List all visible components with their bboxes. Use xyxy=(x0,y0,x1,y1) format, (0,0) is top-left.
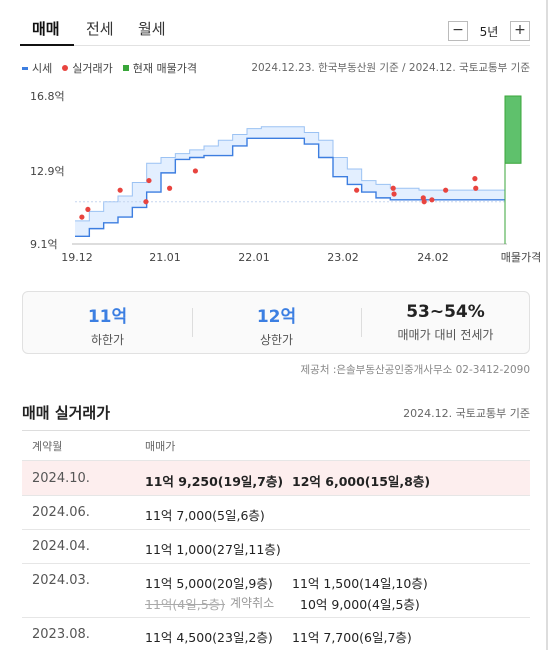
table-row[interactable]: 2024.04. 11억 1,000(27일,11층) xyxy=(22,529,530,563)
real-trade-point xyxy=(391,191,397,197)
listing-price-bar xyxy=(504,95,522,164)
deal-price: 11억 1,000(27일,11층) xyxy=(145,542,281,557)
table-header: 계약월 매매가 xyxy=(22,430,530,460)
legend-label-market-price: 시세 xyxy=(32,62,53,75)
real-trade-point xyxy=(167,185,173,191)
chart-source-note: 2024.12.23. 한국부동산원 기준 / 2024.12. 국토교통부 기… xyxy=(251,62,530,74)
real-trade-point xyxy=(443,187,449,193)
deal-price: 11억 1,500(14일,10층) xyxy=(292,576,428,591)
period-decrease-button[interactable]: − xyxy=(448,21,468,41)
summary-upper-price: 12억 상한가 xyxy=(192,292,361,353)
x-tick-label: 23.02 xyxy=(327,251,359,264)
x-tick-label: 24.02 xyxy=(417,251,449,264)
legend-item-listing-price: 현재 매물가격 xyxy=(122,60,197,76)
chart-legend: 시세 실거래가 현재 매물가격 xyxy=(22,60,207,76)
lower-price-label: 하한가 xyxy=(90,333,125,347)
real-trade-point xyxy=(79,214,85,220)
price-summary-box: 11억 하한가 12억 상한가 53~54% 매매가 대비 전세가 xyxy=(22,291,530,354)
real-trade-point xyxy=(429,197,435,203)
real-trade-point xyxy=(421,199,427,205)
divider xyxy=(192,308,193,337)
square-swatch-icon xyxy=(122,65,129,71)
summary-jeonse-ratio: 53~54% 매매가 대비 전세가 xyxy=(361,292,530,353)
tab-monthly-rent[interactable]: 월세 xyxy=(138,20,166,38)
table-row[interactable]: 2024.03. 11억 5,000(20일,9층) 11억 1,500(14일… xyxy=(22,563,530,617)
y-tick-label: 9.1억 xyxy=(30,238,58,251)
tab-jeonse[interactable]: 전세 xyxy=(86,20,114,38)
summary-lower-price: 11억 하한가 xyxy=(23,292,192,353)
deal-price: 11억 9,250(19일,7층) xyxy=(145,474,284,489)
lower-price-value: 11억 xyxy=(87,307,128,327)
section-source-note: 2024.12. 국토교통부 기준 xyxy=(403,407,530,420)
real-trade-point xyxy=(192,168,198,174)
divider xyxy=(361,308,362,337)
x-tick-label: 19.12 xyxy=(61,251,93,264)
deal-price: 11억 5,000(20일,9층) xyxy=(145,576,273,591)
period-selector: − 5년 + xyxy=(448,20,530,42)
real-trade-point xyxy=(117,187,123,193)
contract-month: 2024.04. xyxy=(32,539,90,554)
legend-label-real-trade: 실거래가 xyxy=(72,62,113,75)
table-row[interactable]: 2024.06. 11억 7,000(5일,6층) xyxy=(22,495,530,529)
deal-price: 11억 4,500(23일,2층) xyxy=(145,630,273,645)
y-tick-label: 16.8억 xyxy=(30,90,65,103)
section-title: 매매 실거래가 xyxy=(22,404,111,422)
x-tick-label: 21.01 xyxy=(149,251,181,264)
line-swatch-icon xyxy=(22,66,28,70)
cancelled-deal-price: 11억(4일,5층) xyxy=(145,597,226,612)
real-trade-point xyxy=(472,176,478,182)
cancelled-tag: 계약취소 xyxy=(230,596,275,610)
real-trade-point xyxy=(146,177,152,184)
column-header-price: 매매가 xyxy=(145,440,176,453)
jeonse-ratio-value: 53~54% xyxy=(406,302,485,322)
period-label: 5년 xyxy=(479,24,499,39)
deal-price: 12억 6,000(15일,8층) xyxy=(292,474,431,489)
jeonse-ratio-label: 매매가 대비 전세가 xyxy=(397,328,494,342)
market-price-lower-line xyxy=(75,137,505,238)
contract-month: 2023.08. xyxy=(32,627,90,642)
real-trade-point xyxy=(85,206,91,213)
dot-swatch-icon xyxy=(62,65,69,71)
table-row[interactable]: 2024.10. 11억 9,250(19일,7층) 12억 6,000(15일… xyxy=(22,460,530,495)
table-row[interactable]: 2023.08. 11억 4,500(23일,2층) 11억 7,700(6일,… xyxy=(22,617,530,650)
upper-price-value: 12억 xyxy=(256,307,297,327)
tab-sale[interactable]: 매매 xyxy=(32,20,60,38)
legend-label-listing-price: 현재 매물가격 xyxy=(132,62,197,75)
market-price-upper-line xyxy=(75,126,505,222)
real-trade-point xyxy=(143,199,149,205)
deal-price: 11억 7,700(6일,7층) xyxy=(292,630,412,645)
legend-item-real-trade: 실거래가 xyxy=(62,60,113,76)
contract-month: 2024.06. xyxy=(32,505,90,520)
real-trade-point xyxy=(390,185,396,191)
y-tick-label: 12.9억 xyxy=(30,165,65,178)
x-tick-label: 매물가격 xyxy=(501,251,541,264)
deal-price: 11억 7,000(5일,6층) xyxy=(145,508,265,523)
active-tab-indicator xyxy=(20,44,74,46)
contract-month: 2024.10. xyxy=(32,471,90,486)
legend-item-market-price: 시세 xyxy=(22,60,52,76)
deal-type-tabs: 매매 전세 월세 xyxy=(20,10,530,46)
real-trade-point xyxy=(473,185,479,191)
upper-price-label: 상한가 xyxy=(259,333,294,347)
contract-month: 2024.03. xyxy=(32,573,90,588)
deal-price: 10억 9,000(4일,5층) xyxy=(300,597,420,612)
data-provider-note: 제공처 :은솔부동산공인중개사무소 02-3412-2090 xyxy=(300,364,531,376)
x-tick-label: 22.01 xyxy=(238,251,270,264)
period-increase-button[interactable]: + xyxy=(510,21,530,41)
real-trade-point xyxy=(354,187,360,193)
market-price-band xyxy=(75,126,505,237)
column-header-date: 계약월 xyxy=(32,440,63,453)
scrollbar[interactable] xyxy=(546,0,548,650)
